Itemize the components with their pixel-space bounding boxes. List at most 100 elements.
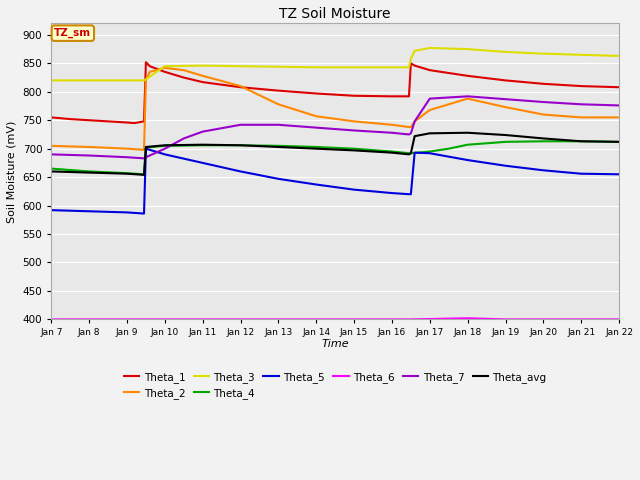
Theta_4 <box>405 150 413 156</box>
Theta_1 <box>312 91 320 96</box>
Theta_5 <box>142 146 150 152</box>
Line: Theta_avg: Theta_avg <box>51 133 619 175</box>
Theta_3 <box>47 78 55 84</box>
Theta_6 <box>123 316 131 322</box>
Theta_4 <box>426 149 434 155</box>
Line: Theta_1: Theta_1 <box>51 62 619 123</box>
Theta_avg <box>140 172 148 178</box>
Theta_4 <box>275 143 282 149</box>
Theta_4 <box>85 168 93 174</box>
Theta_avg <box>577 138 585 144</box>
Theta_2 <box>85 144 93 150</box>
Theta_1 <box>161 69 169 75</box>
Theta_4 <box>123 170 131 176</box>
Theta_5 <box>85 208 93 214</box>
Theta_4 <box>464 142 472 147</box>
Theta_1 <box>502 78 509 84</box>
Theta_4 <box>577 138 585 144</box>
Theta_6 <box>464 315 472 321</box>
Theta_1 <box>67 116 74 122</box>
Theta_1 <box>146 63 154 69</box>
Theta_7 <box>180 135 188 141</box>
Theta_7 <box>464 94 472 99</box>
Theta_4 <box>388 149 396 155</box>
Theta_avg <box>199 142 207 147</box>
Theta_avg <box>312 146 320 152</box>
Theta_7 <box>502 96 509 102</box>
Theta_avg <box>123 171 131 177</box>
Theta_5 <box>407 192 415 197</box>
Theta_3 <box>140 78 148 84</box>
Theta_1 <box>131 120 138 126</box>
Line: Theta_5: Theta_5 <box>51 149 619 214</box>
Theta_1 <box>577 83 585 89</box>
Theta_7 <box>388 130 396 136</box>
Theta_2 <box>577 115 585 120</box>
Theta_4 <box>140 171 148 177</box>
Theta_6 <box>502 316 509 322</box>
Theta_avg <box>237 143 244 148</box>
Theta_4 <box>47 166 55 171</box>
Legend: Theta_1, Theta_2, Theta_3, Theta_4, Theta_5, Theta_6, Theta_7, Theta_avg: Theta_1, Theta_2, Theta_3, Theta_4, Thet… <box>120 368 550 403</box>
Y-axis label: Soil Moisture (mV): Soil Moisture (mV) <box>7 120 17 223</box>
Theta_4 <box>615 139 623 145</box>
Theta_avg <box>405 152 413 157</box>
Theta_5 <box>615 171 623 177</box>
Theta_3 <box>407 56 415 61</box>
Theta_7 <box>615 103 623 108</box>
Theta_6 <box>47 316 55 322</box>
Theta_7 <box>123 155 131 160</box>
Theta_7 <box>577 101 585 107</box>
Theta_6 <box>350 316 358 322</box>
Theta_2 <box>123 146 131 152</box>
Theta_5 <box>140 211 148 216</box>
Theta_7 <box>161 146 169 152</box>
Theta_2 <box>407 124 415 130</box>
Theta_2 <box>142 78 150 84</box>
Theta_3 <box>142 76 150 82</box>
Theta_6 <box>237 316 244 322</box>
Theta_1 <box>350 93 358 99</box>
Theta_1 <box>47 115 55 120</box>
Theta_2 <box>350 119 358 124</box>
Theta_avg <box>615 139 623 145</box>
Theta_avg <box>85 170 93 176</box>
Theta_3 <box>161 63 169 69</box>
Theta_7 <box>312 125 320 131</box>
Theta_5 <box>388 190 396 196</box>
Theta_1 <box>540 81 547 87</box>
Theta_3 <box>577 52 585 58</box>
Theta_7 <box>140 156 148 161</box>
Theta_3 <box>199 63 207 69</box>
Theta_2 <box>388 122 396 128</box>
Theta_2 <box>237 83 244 89</box>
Text: TZ_sm: TZ_sm <box>54 28 92 38</box>
Line: Theta_2: Theta_2 <box>51 68 619 150</box>
Theta_7 <box>237 122 244 128</box>
Theta_2 <box>502 104 509 110</box>
Theta_1 <box>142 60 150 65</box>
Theta_3 <box>502 49 509 55</box>
Theta_7 <box>47 152 55 157</box>
Theta_2 <box>464 96 472 101</box>
Theta_3 <box>540 51 547 57</box>
Theta_5 <box>405 192 413 197</box>
Theta_avg <box>411 133 419 139</box>
Theta_avg <box>388 150 396 156</box>
Theta_7 <box>85 153 93 158</box>
Theta_6 <box>577 316 585 322</box>
Theta_3 <box>411 48 419 54</box>
Theta_2 <box>540 112 547 118</box>
Theta_2 <box>140 147 148 153</box>
Theta_2 <box>146 69 154 75</box>
Line: Theta_3: Theta_3 <box>51 48 619 81</box>
Theta_avg <box>142 144 150 150</box>
Theta_6 <box>615 316 623 322</box>
Theta_avg <box>275 144 282 150</box>
Theta_avg <box>426 131 434 136</box>
Theta_1 <box>426 67 434 73</box>
Theta_1 <box>180 75 188 81</box>
Theta_7 <box>405 132 413 137</box>
Theta_2 <box>312 113 320 119</box>
Theta_3 <box>405 64 413 70</box>
